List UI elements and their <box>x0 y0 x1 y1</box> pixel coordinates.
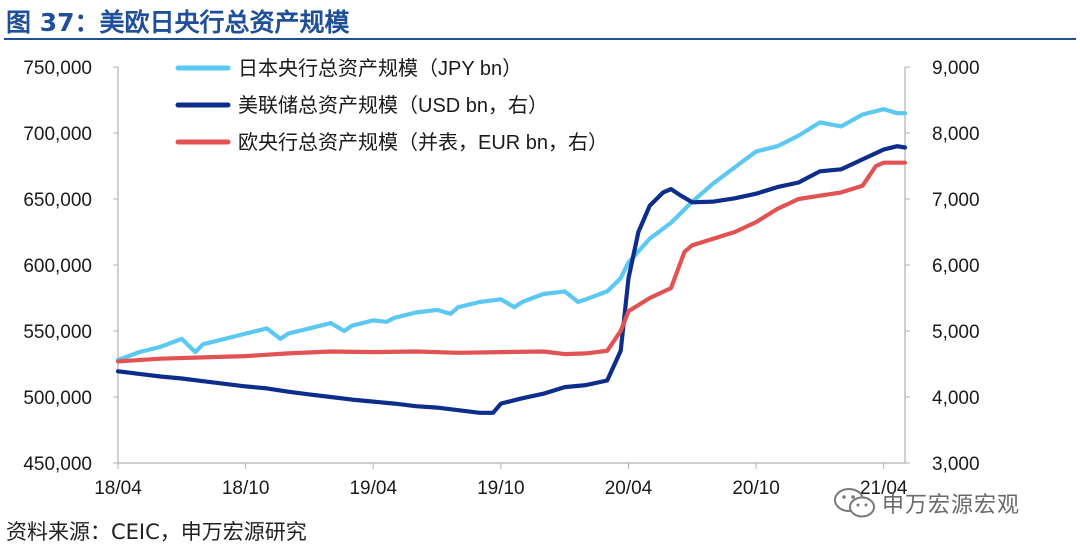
y-right-tick-label: 7,000 <box>932 190 980 211</box>
figure-header: 图 37：美欧日央行总资产规模 <box>0 0 1080 40</box>
x-tick-label: 18/04 <box>94 478 142 499</box>
y-right-tick-label: 5,000 <box>932 322 980 343</box>
x-tick-label: 19/10 <box>477 478 525 499</box>
series-line-1 <box>115 107 908 363</box>
wechat-icon <box>834 488 875 518</box>
legend-label-2: 美联储总资产规模（USD bn，右） <box>238 94 548 117</box>
legend-label-3: 欧央行总资产规模（并表，EUR bn，右） <box>238 131 608 154</box>
y-left-tick-label: 450,000 <box>23 454 92 475</box>
y-right-tick-label: 8,000 <box>932 124 980 145</box>
balance-sheet-line-chart: 450,000 500,000 550,000 600,000 650,000 700,0… <box>23 57 980 499</box>
x-tick-label: 19/04 <box>349 478 397 499</box>
y-left-tick-label: 550,000 <box>23 322 92 343</box>
x-tick-label: 20/04 <box>605 478 653 499</box>
title-divider <box>4 38 1076 40</box>
y-right-tick-label: 6,000 <box>932 256 980 277</box>
watermark-text: 申万宏源宏观 <box>882 493 1021 518</box>
y-left-tick-label: 650,000 <box>23 190 92 211</box>
x-tick-label: 21/04 <box>860 478 908 499</box>
series-line-2 <box>115 144 908 415</box>
legend-label-1: 日本央行总资产规模（JPY bn） <box>238 57 522 80</box>
y-left-tick-label: 750,000 <box>23 58 92 79</box>
x-tick-label: 18/10 <box>222 478 270 499</box>
series-line-3 <box>115 160 908 364</box>
y-right-tick-label: 9,000 <box>932 58 980 79</box>
wechat-watermark: 申万宏源宏观 <box>832 486 1020 520</box>
source-note: 资料来源：CEIC，申万宏源研究 <box>6 520 307 544</box>
y-left-tick-label: 600,000 <box>23 256 92 277</box>
y-left-tick-label: 500,000 <box>23 388 92 409</box>
x-tick-label: 20/10 <box>732 478 780 499</box>
y-right-tick-label: 3,000 <box>932 454 980 475</box>
y-left-tick-label: 700,000 <box>23 124 92 145</box>
figure-title: 图 37：美欧日央行总资产规模 <box>6 8 350 37</box>
y-right-tick-label: 4,000 <box>932 388 980 409</box>
